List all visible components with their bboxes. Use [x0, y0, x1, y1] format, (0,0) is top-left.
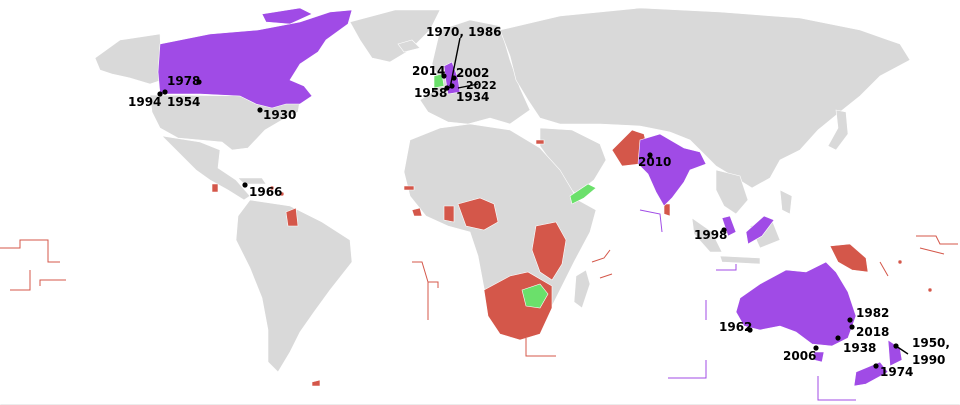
year-labels: 1970, 1986 2014 2002 2022 1958 1934 1978…	[128, 25, 950, 379]
member-falklands	[311, 379, 321, 387]
label-2014: 2014	[412, 64, 445, 78]
landmass-mexico	[161, 135, 251, 201]
marker-1978	[196, 79, 202, 85]
marker-2014	[441, 73, 447, 79]
member-islands-caribbean-b	[279, 191, 285, 197]
landmass-alaska	[94, 33, 163, 85]
landmass-asia	[499, 7, 911, 189]
label-1954: 1954	[167, 95, 200, 109]
member-png	[829, 243, 869, 273]
member-ghana	[443, 205, 455, 223]
eez-line-indian-red	[525, 249, 613, 357]
label-1994: 1994	[128, 95, 161, 109]
member-sri-lanka	[663, 203, 671, 217]
green-zimbabwe	[521, 283, 549, 309]
member-belize	[211, 183, 219, 193]
marker-1962	[747, 327, 753, 333]
maritime-lines	[0, 209, 958, 401]
landmass-philippines	[779, 189, 793, 215]
marker-2002	[451, 75, 457, 81]
marker-1954	[162, 89, 168, 95]
landmass-sumatra	[691, 217, 723, 253]
label-2022: 2022	[466, 79, 497, 92]
land-layer	[0, 7, 960, 405]
marker-1998	[721, 227, 727, 233]
member-islands-pacific-a	[897, 259, 903, 265]
green-ireland	[433, 73, 445, 89]
label-1990: 1990	[912, 353, 945, 367]
landmass-iceland	[397, 39, 421, 53]
marker-1934	[449, 83, 455, 89]
label-2010: 2010	[638, 155, 671, 169]
landmass-south-america	[235, 199, 353, 373]
marker-1974	[873, 363, 879, 369]
markers	[157, 37, 909, 369]
landmass-indochina	[715, 169, 749, 215]
member-islands-pacific-b	[927, 287, 933, 293]
label-2006: 2006	[783, 349, 816, 363]
eez-line-australia-purple	[639, 209, 856, 401]
marker-1950-1990	[893, 343, 899, 349]
host-india	[637, 133, 707, 207]
marker-1938	[835, 335, 841, 341]
label-1966: 1966	[249, 185, 282, 199]
marker-2006	[813, 345, 819, 351]
landmass-madagascar	[573, 269, 591, 309]
marker-1994	[157, 91, 163, 97]
label-1950: 1950,	[912, 336, 950, 350]
host-layer	[157, 7, 903, 387]
marker-1982	[847, 317, 853, 323]
member-nigeria	[457, 197, 499, 231]
label-1970-1986: 1970, 1986	[426, 25, 502, 39]
landmass-java	[719, 255, 761, 265]
member-islands-caribbean-a	[269, 185, 275, 191]
leader-2022	[457, 83, 479, 89]
label-1974: 1974	[880, 365, 913, 379]
eez-line-pacific-east-red	[879, 235, 958, 277]
marker-2010	[647, 152, 653, 158]
host-canada-arctic	[261, 7, 313, 25]
eez-line-atlantic-red	[412, 261, 439, 320]
marker-1966	[242, 182, 248, 188]
label-1998: 1998	[694, 228, 727, 242]
host-australia	[735, 261, 857, 347]
label-1930: 1930	[263, 108, 296, 122]
leader-1970-1986	[449, 37, 461, 89]
label-1938: 1938	[843, 341, 876, 355]
label-1934: 1934	[456, 90, 489, 104]
member-gambia	[403, 185, 415, 191]
member-east-africa	[531, 221, 567, 281]
green-somaliland	[569, 183, 597, 205]
member-guyana	[285, 207, 299, 227]
member-cyprus	[535, 139, 545, 145]
label-2002: 2002	[456, 66, 489, 80]
label-1958: 1958	[414, 86, 447, 100]
landmass-japan	[827, 109, 849, 151]
label-2018: 2018	[856, 325, 889, 339]
label-1962: 1962	[719, 320, 752, 334]
host-canada	[157, 9, 353, 109]
host-malaysia-borneo	[745, 215, 775, 245]
label-1978: 1978	[167, 74, 200, 88]
green-layer	[433, 73, 597, 309]
eez-line-pacific-red	[0, 239, 66, 291]
member-sierra-leone	[411, 207, 423, 217]
label-1982: 1982	[856, 306, 889, 320]
marker-1958	[444, 85, 450, 91]
marker-1930	[257, 107, 263, 113]
marker-2018	[849, 324, 855, 330]
host-tasmania	[813, 351, 825, 363]
